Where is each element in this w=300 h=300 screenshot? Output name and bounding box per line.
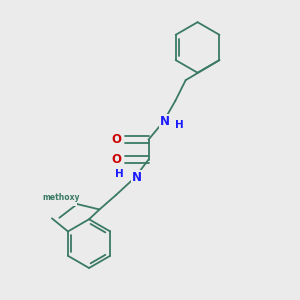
Text: methoxy: methoxy (42, 193, 80, 202)
Text: O: O (111, 133, 122, 146)
Text: H: H (115, 169, 124, 179)
Text: O: O (111, 153, 122, 166)
Text: O: O (66, 192, 76, 205)
Text: N: N (132, 171, 142, 184)
Text: H: H (175, 120, 184, 130)
Text: N: N (160, 115, 170, 128)
